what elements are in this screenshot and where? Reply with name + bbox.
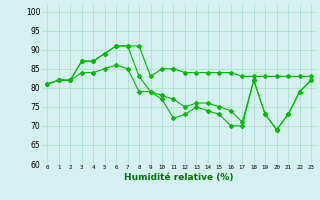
X-axis label: Humidité relative (%): Humidité relative (%) (124, 173, 234, 182)
